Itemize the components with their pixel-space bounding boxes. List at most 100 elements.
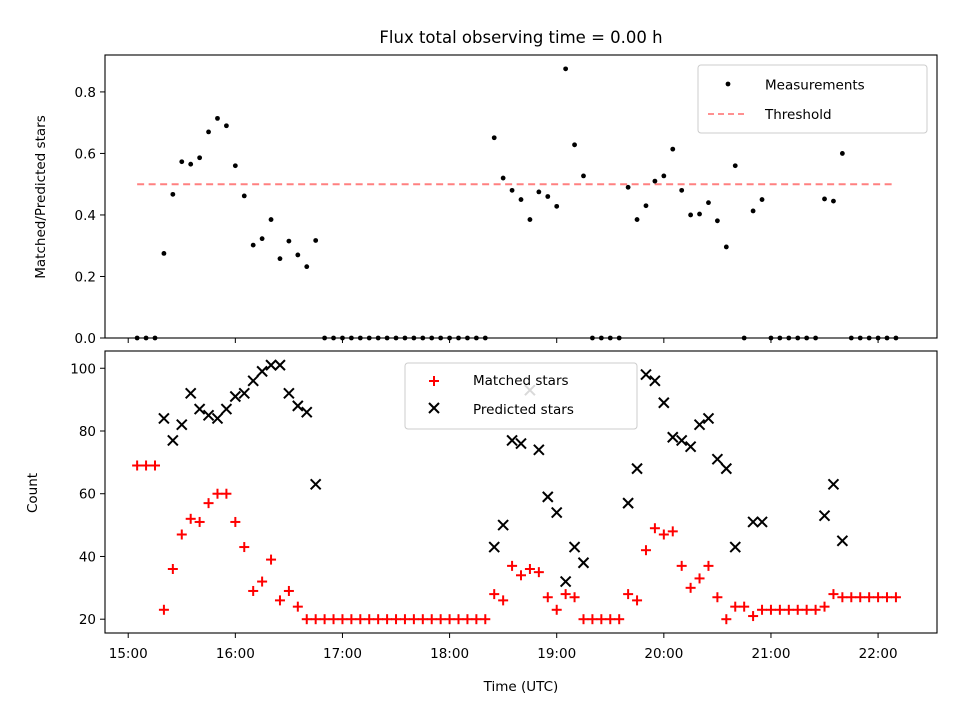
- predicted-star-points: [158, 359, 849, 588]
- predicted-star-point: [836, 535, 849, 547]
- matched-star-point: [489, 589, 500, 600]
- predicted-star-point: [309, 478, 322, 491]
- measurement-point: [224, 123, 229, 129]
- measurement-point: [670, 146, 676, 152]
- top-panel: Flux total observing time = 0.00 h Match…: [33, 28, 938, 347]
- matched-star-point: [257, 576, 268, 587]
- predicted-star-point: [283, 387, 295, 400]
- matched-star-point: [649, 523, 660, 534]
- legend-label-threshold: Threshold: [764, 107, 832, 123]
- matched-star-point: [274, 595, 285, 606]
- x-tick-label: 18:00: [430, 646, 469, 662]
- measurement-point: [259, 236, 265, 242]
- measurement-points: [134, 66, 899, 341]
- measurement-point: [277, 256, 283, 262]
- measurement-point: [750, 208, 756, 214]
- bottom-y-tick-label: 60: [79, 487, 96, 503]
- top-y-tick-label: 0.2: [75, 269, 96, 285]
- matched-star-point: [132, 460, 143, 471]
- predicted-star-point: [559, 575, 572, 588]
- matched-star-point: [194, 516, 205, 527]
- matched-star-point: [587, 614, 598, 625]
- bottom-x-ticks: 15:00 16:00 17:00 18:00 19:00 20:00 21:00 22:00: [109, 633, 898, 662]
- matched-star-point: [765, 604, 776, 615]
- predicted-star-point: [551, 506, 563, 519]
- matched-star-point: [408, 614, 419, 625]
- predicted-star-point: [827, 478, 840, 491]
- matched-star-point: [212, 488, 223, 499]
- matched-star-point: [498, 595, 509, 606]
- predicted-star-point: [176, 419, 188, 431]
- measurement-point: [161, 251, 167, 256]
- predicted-star-point: [675, 434, 688, 447]
- predicted-star-point: [684, 440, 697, 453]
- measurement-point: [661, 173, 667, 179]
- measurement-point: [197, 155, 203, 161]
- legend-label-measurements: Measurements: [765, 78, 865, 94]
- matched-star-point: [676, 560, 687, 571]
- matched-star-point: [614, 614, 625, 625]
- measurement-point: [714, 218, 720, 224]
- top-x-ticks: [127, 338, 879, 343]
- measurement-point: [643, 203, 649, 209]
- x-tick-label: 17:00: [323, 646, 362, 662]
- predicted-star-point: [202, 409, 215, 422]
- predicted-star-point: [711, 453, 724, 465]
- matched-star-point: [301, 614, 312, 625]
- matched-star-point: [266, 554, 277, 565]
- matched-star-point: [364, 614, 375, 625]
- predicted-star-point: [649, 375, 661, 387]
- measurement-point: [518, 197, 524, 202]
- measurement-point: [688, 212, 694, 218]
- matched-star-point: [176, 529, 187, 540]
- measurement-point: [536, 189, 542, 195]
- top-legend: Measurements Threshold: [697, 64, 928, 134]
- matched-star-point: [230, 516, 241, 527]
- matched-star-point: [167, 564, 178, 575]
- legend-marker-predicted: [428, 402, 440, 414]
- matched-star-point: [757, 604, 768, 615]
- measurement-point: [241, 193, 247, 199]
- matched-star-point: [694, 573, 705, 584]
- bottom-plot-frame: [104, 350, 938, 634]
- x-axis-label: Time (UTC): [483, 679, 559, 695]
- predicted-star-point: [533, 444, 545, 456]
- predicted-star-point: [622, 497, 634, 509]
- top-y-tick-label: 0.0: [75, 331, 96, 347]
- predicted-star-point: [193, 403, 206, 415]
- predicted-star-point: [506, 434, 518, 447]
- bottom-y-tick-label: 40: [79, 549, 96, 565]
- predicted-star-point: [211, 412, 224, 425]
- matched-star-point: [328, 614, 339, 625]
- measurement-point: [652, 178, 658, 184]
- measurement-point: [822, 196, 827, 202]
- predicted-star-point: [818, 509, 831, 522]
- matched-star-point: [569, 592, 580, 603]
- top-y-tick-label: 0.4: [75, 208, 96, 224]
- predicted-star-point: [640, 368, 652, 381]
- measurement-point: [286, 238, 292, 244]
- predicted-star-point: [247, 375, 259, 387]
- predicted-star-point: [729, 541, 741, 553]
- measurement-point: [313, 238, 319, 243]
- bottom-y-tick-label: 100: [70, 361, 96, 377]
- top-plot-frame: [104, 54, 938, 339]
- predicted-star-point: [667, 431, 679, 443]
- matched-star-point: [658, 529, 669, 540]
- matched-star-point: [346, 614, 357, 625]
- matched-star-point: [801, 604, 812, 615]
- matched-star-point: [873, 592, 884, 603]
- matched-star-point: [426, 614, 437, 625]
- matched-star-point: [703, 560, 714, 571]
- matched-star-point: [596, 614, 607, 625]
- measurement-point: [206, 129, 211, 135]
- matched-star-point: [828, 589, 839, 600]
- matched-star-point: [632, 595, 643, 606]
- matched-star-point: [355, 614, 366, 625]
- measurement-point: [500, 175, 506, 181]
- measurement-point: [563, 66, 569, 72]
- matched-star-point: [516, 570, 526, 581]
- measurement-point: [759, 197, 765, 202]
- bottom-y-axis-label: Count: [25, 473, 41, 513]
- x-tick-label: 22:00: [859, 646, 898, 662]
